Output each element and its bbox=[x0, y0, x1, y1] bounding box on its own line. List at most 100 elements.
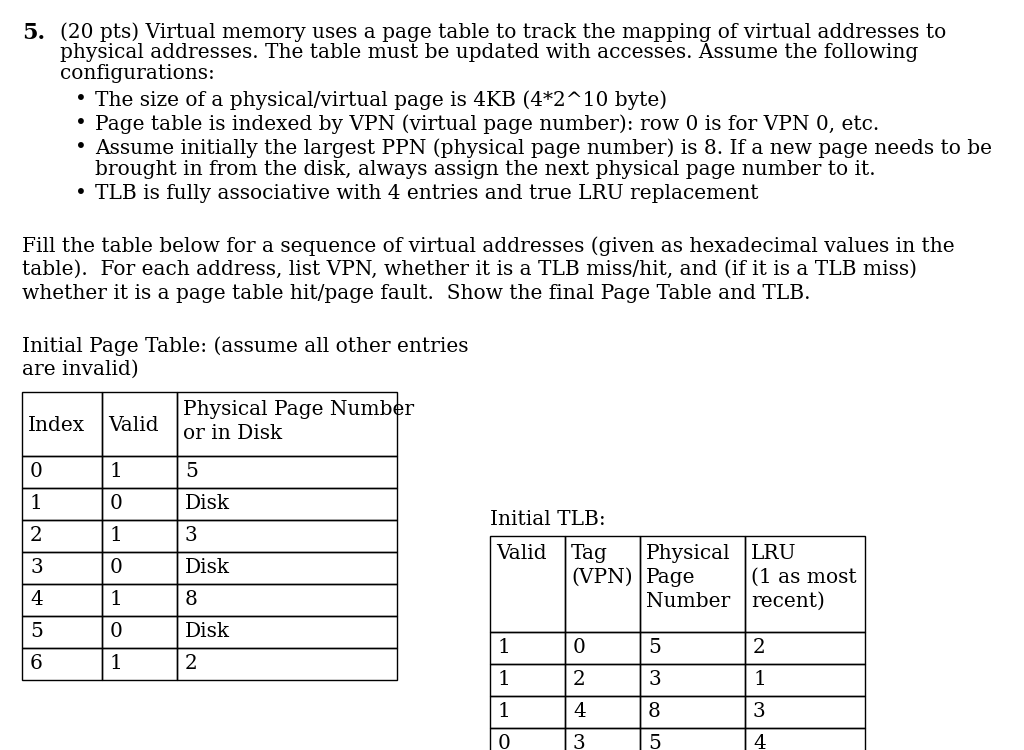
Bar bbox=[177, 392, 397, 456]
Bar bbox=[640, 728, 745, 750]
Text: 2: 2 bbox=[30, 526, 43, 545]
Text: TLB is fully associative with 4 entries and true LRU replacement: TLB is fully associative with 4 entries … bbox=[95, 184, 759, 203]
Text: (VPN): (VPN) bbox=[571, 568, 633, 587]
Text: •: • bbox=[75, 90, 87, 109]
Text: are invalid): are invalid) bbox=[22, 360, 138, 379]
Text: recent): recent) bbox=[751, 592, 825, 611]
Text: 1: 1 bbox=[110, 526, 123, 545]
Text: 1: 1 bbox=[110, 462, 123, 481]
Bar bbox=[177, 520, 397, 552]
Text: Initial Page Table: (assume all other entries: Initial Page Table: (assume all other en… bbox=[22, 336, 469, 356]
Bar bbox=[177, 456, 397, 488]
Text: •: • bbox=[75, 184, 87, 203]
Bar bbox=[102, 456, 177, 488]
Bar bbox=[745, 536, 865, 632]
Bar bbox=[22, 616, 102, 648]
Text: Valid: Valid bbox=[496, 544, 547, 563]
Bar bbox=[640, 632, 745, 664]
Bar bbox=[490, 696, 565, 728]
Text: 3: 3 bbox=[753, 702, 766, 721]
Text: 0: 0 bbox=[110, 558, 123, 577]
Bar bbox=[22, 552, 102, 584]
Text: brought in from the disk, always assign the next physical page number to it.: brought in from the disk, always assign … bbox=[95, 160, 876, 179]
Text: physical addresses. The table must be updated with accesses. Assume the followin: physical addresses. The table must be up… bbox=[60, 43, 919, 62]
Bar bbox=[565, 536, 640, 632]
Text: 3: 3 bbox=[648, 670, 660, 689]
Text: or in Disk: or in Disk bbox=[183, 424, 283, 443]
Text: 2: 2 bbox=[573, 670, 586, 689]
Text: •: • bbox=[75, 138, 87, 157]
Text: 0: 0 bbox=[573, 638, 586, 657]
Text: 1: 1 bbox=[498, 670, 511, 689]
Text: 4: 4 bbox=[753, 734, 766, 750]
Text: 1: 1 bbox=[753, 670, 766, 689]
Bar bbox=[177, 648, 397, 680]
Bar bbox=[640, 664, 745, 696]
Text: Index: Index bbox=[28, 416, 85, 435]
Text: 3: 3 bbox=[573, 734, 586, 750]
Text: LRU: LRU bbox=[751, 544, 797, 563]
Text: configurations:: configurations: bbox=[60, 64, 215, 83]
Bar bbox=[565, 664, 640, 696]
Text: 2: 2 bbox=[753, 638, 766, 657]
Bar bbox=[565, 696, 640, 728]
Text: Disk: Disk bbox=[185, 494, 230, 513]
Text: Page table is indexed by VPN (virtual page number): row 0 is for VPN 0, etc.: Page table is indexed by VPN (virtual pa… bbox=[95, 114, 880, 134]
Bar bbox=[22, 648, 102, 680]
Bar bbox=[640, 536, 745, 632]
Bar bbox=[490, 632, 565, 664]
Text: (1 as most: (1 as most bbox=[751, 568, 857, 587]
Text: table).  For each address, list VPN, whether it is a TLB miss/hit, and (if it is: table). For each address, list VPN, whet… bbox=[22, 260, 918, 279]
Bar bbox=[640, 696, 745, 728]
Text: 3: 3 bbox=[30, 558, 43, 577]
Text: Physical Page Number: Physical Page Number bbox=[183, 400, 414, 419]
Text: Fill the table below for a sequence of virtual addresses (given as hexadecimal v: Fill the table below for a sequence of v… bbox=[22, 236, 954, 256]
Bar bbox=[102, 552, 177, 584]
Bar bbox=[565, 632, 640, 664]
Bar bbox=[22, 488, 102, 520]
Bar bbox=[745, 728, 865, 750]
Bar bbox=[565, 728, 640, 750]
Text: 5.: 5. bbox=[22, 22, 45, 44]
Text: 6: 6 bbox=[30, 654, 43, 673]
Text: The size of a physical/virtual page is 4KB (4*2^10 byte): The size of a physical/virtual page is 4… bbox=[95, 90, 667, 110]
Text: 8: 8 bbox=[648, 702, 660, 721]
Bar bbox=[102, 648, 177, 680]
Text: 0: 0 bbox=[30, 462, 43, 481]
Text: Number: Number bbox=[646, 592, 730, 611]
Bar bbox=[22, 456, 102, 488]
Text: 5: 5 bbox=[30, 622, 43, 641]
Text: 5: 5 bbox=[185, 462, 198, 481]
Text: 0: 0 bbox=[110, 494, 123, 513]
Bar bbox=[745, 664, 865, 696]
Text: 1: 1 bbox=[498, 638, 511, 657]
Text: 4: 4 bbox=[30, 590, 43, 609]
Text: 1: 1 bbox=[110, 590, 123, 609]
Bar bbox=[102, 488, 177, 520]
Text: 5: 5 bbox=[648, 734, 660, 750]
Bar bbox=[102, 584, 177, 616]
Bar bbox=[177, 584, 397, 616]
Text: whether it is a page table hit/page fault.  Show the final Page Table and TLB.: whether it is a page table hit/page faul… bbox=[22, 284, 811, 303]
Text: Tag: Tag bbox=[571, 544, 608, 563]
Text: Valid: Valid bbox=[108, 416, 159, 435]
Text: Page: Page bbox=[646, 568, 695, 587]
Text: 0: 0 bbox=[110, 622, 123, 641]
Bar bbox=[102, 520, 177, 552]
Bar bbox=[177, 552, 397, 584]
Bar bbox=[745, 696, 865, 728]
Bar bbox=[490, 536, 565, 632]
Text: 8: 8 bbox=[185, 590, 198, 609]
Bar bbox=[490, 728, 565, 750]
Text: (20 pts) Virtual memory uses a page table to track the mapping of virtual addres: (20 pts) Virtual memory uses a page tabl… bbox=[60, 22, 946, 42]
Text: 0: 0 bbox=[498, 734, 511, 750]
Text: 1: 1 bbox=[498, 702, 511, 721]
Text: Assume initially the largest PPN (physical page number) is 8. If a new page need: Assume initially the largest PPN (physic… bbox=[95, 138, 992, 158]
Text: 5: 5 bbox=[648, 638, 660, 657]
Bar bbox=[22, 392, 102, 456]
Bar bbox=[22, 584, 102, 616]
Text: Physical: Physical bbox=[646, 544, 731, 563]
Text: Disk: Disk bbox=[185, 622, 230, 641]
Text: 2: 2 bbox=[185, 654, 198, 673]
Text: •: • bbox=[75, 114, 87, 133]
